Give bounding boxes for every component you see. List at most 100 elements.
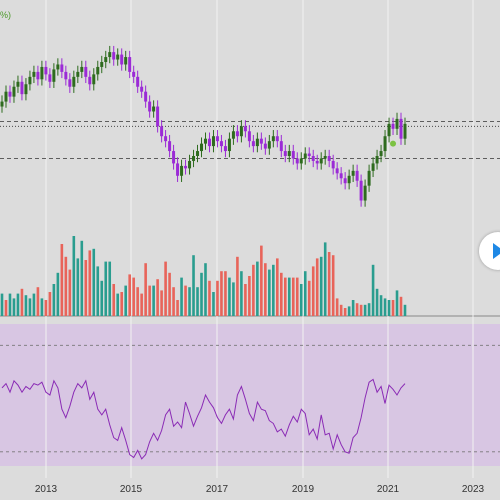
volume-bar bbox=[88, 250, 92, 316]
candle-body bbox=[375, 156, 379, 164]
volume-bar bbox=[311, 266, 315, 316]
volume-bar bbox=[124, 285, 127, 316]
candle-body bbox=[132, 71, 136, 77]
volume-bar bbox=[96, 266, 100, 316]
volume-bar bbox=[236, 256, 239, 316]
volume-bar bbox=[176, 300, 179, 316]
candle-body bbox=[391, 123, 395, 129]
volume-bar bbox=[180, 277, 183, 316]
volume-bar bbox=[92, 248, 96, 316]
candle-body bbox=[188, 160, 192, 169]
rsi-line bbox=[1, 378, 406, 460]
candle-body bbox=[339, 173, 343, 179]
volume-bar bbox=[359, 304, 363, 316]
volume-bar bbox=[403, 304, 407, 316]
candle-body bbox=[184, 165, 188, 169]
play-triangle-icon bbox=[493, 243, 500, 259]
volume-bar bbox=[391, 300, 395, 316]
volume-bar bbox=[200, 272, 203, 316]
volume-bar bbox=[256, 261, 259, 316]
volume-bar bbox=[228, 277, 231, 316]
volume-bar bbox=[283, 277, 287, 316]
candle-body bbox=[275, 136, 279, 142]
x-tick-label: 2015 bbox=[120, 484, 143, 495]
candle-body bbox=[247, 131, 251, 142]
volume-bar bbox=[48, 292, 52, 316]
candle-body bbox=[279, 141, 283, 152]
volume-bar bbox=[188, 287, 191, 316]
volume-bar bbox=[120, 292, 124, 316]
volume-bar bbox=[104, 261, 108, 316]
volume-bar bbox=[260, 245, 263, 316]
volume-bar bbox=[351, 300, 355, 316]
candle-body bbox=[120, 54, 124, 65]
candle-body bbox=[319, 158, 323, 164]
volume-bar bbox=[76, 258, 80, 316]
candle-body bbox=[363, 185, 367, 201]
candle-body bbox=[164, 136, 168, 142]
volume-bar bbox=[140, 293, 143, 316]
candle-body bbox=[287, 151, 291, 156]
candle-body bbox=[351, 170, 355, 176]
volume-bar bbox=[240, 271, 243, 316]
candle-body bbox=[52, 69, 56, 82]
candle-body bbox=[136, 76, 140, 87]
x-tick-label: 2019 bbox=[292, 484, 315, 495]
candle-body bbox=[251, 141, 255, 147]
candle-body bbox=[379, 151, 383, 156]
candle-body bbox=[140, 86, 144, 92]
volume-bar bbox=[367, 303, 371, 316]
volume-bar bbox=[299, 284, 303, 316]
volume-bar bbox=[148, 285, 151, 316]
volume-bar bbox=[28, 298, 32, 316]
volume-bar bbox=[184, 285, 187, 316]
volume-bar bbox=[307, 280, 311, 316]
x-tick-label: 2017 bbox=[206, 484, 229, 495]
candle-body bbox=[327, 156, 331, 161]
candle-body bbox=[4, 91, 8, 102]
candle-body bbox=[20, 81, 24, 95]
candle-body bbox=[124, 57, 128, 65]
candle-body bbox=[335, 168, 339, 174]
candle-body bbox=[76, 71, 80, 77]
rsi-panel bbox=[0, 324, 500, 466]
candle-body bbox=[215, 136, 219, 142]
volume-bar bbox=[136, 287, 139, 316]
candle-body bbox=[48, 74, 52, 82]
candle-body bbox=[148, 101, 152, 112]
candle-body bbox=[239, 126, 243, 137]
volume-bar bbox=[80, 240, 84, 316]
volume-bar bbox=[323, 242, 327, 316]
candle-body bbox=[84, 66, 88, 77]
volume-bar bbox=[116, 293, 120, 316]
candle-body bbox=[100, 62, 104, 67]
candle-body bbox=[299, 158, 303, 164]
volume-bar bbox=[387, 300, 391, 316]
candle-body bbox=[108, 52, 112, 58]
volume-bar bbox=[60, 244, 64, 316]
scroll-forward-button[interactable] bbox=[479, 232, 500, 270]
candle-body bbox=[8, 91, 12, 97]
volume-bar bbox=[244, 284, 247, 316]
candle-body bbox=[24, 84, 28, 95]
volume-bar bbox=[192, 255, 195, 316]
candle-body bbox=[359, 180, 363, 201]
volume-bar bbox=[276, 258, 279, 316]
candle-body bbox=[92, 74, 96, 85]
volume-bar bbox=[220, 271, 223, 316]
candle-body bbox=[259, 138, 263, 144]
candle-body bbox=[395, 118, 399, 129]
candle-body bbox=[144, 91, 148, 102]
volume-bar bbox=[196, 287, 199, 316]
volume-bar bbox=[108, 261, 112, 316]
x-tick-label: 2013 bbox=[35, 484, 58, 495]
volume-bar bbox=[399, 296, 403, 316]
volume-bar bbox=[315, 258, 319, 316]
candle-body bbox=[227, 138, 231, 152]
volume-bar bbox=[280, 272, 283, 316]
volume-bar bbox=[172, 287, 175, 316]
candle-body bbox=[383, 136, 387, 152]
candle-body bbox=[367, 170, 371, 186]
candle-body bbox=[32, 71, 36, 77]
volume-bar bbox=[168, 272, 171, 316]
